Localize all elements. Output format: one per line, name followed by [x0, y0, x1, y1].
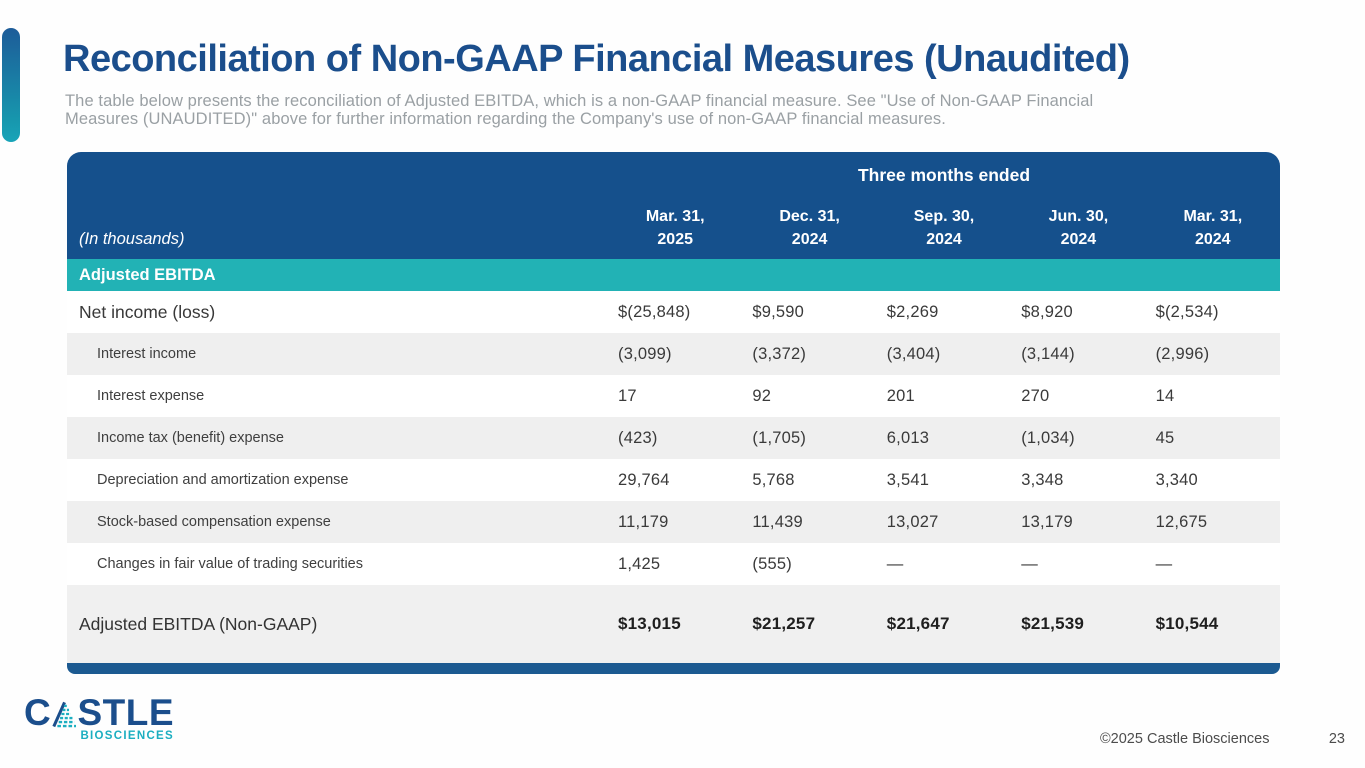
row-value: 3,348	[1021, 470, 1064, 489]
row-value: (3,144)	[1021, 344, 1075, 363]
column-header: Mar. 31, 2025	[645, 207, 705, 248]
row-value: —	[1021, 554, 1038, 573]
row-value: (423)	[618, 428, 658, 447]
table-row: Changes in fair value of trading securit…	[67, 543, 1280, 585]
row-value: 11,439	[752, 512, 803, 531]
table-row: Interest income (3,099) (3,372) (3,404) …	[67, 333, 1280, 375]
edge-accent-bar	[2, 28, 20, 142]
logo-letters-stle: STLE	[77, 692, 174, 733]
row-value: $2,269	[886, 302, 939, 321]
row-value: 13,027	[886, 512, 939, 531]
row-value: $9,590	[752, 302, 805, 321]
table-row: Net income (loss) $(25,848) $9,590 $2,26…	[67, 291, 1280, 333]
row-value: $(25,848)	[618, 302, 691, 321]
copyright-text: ©2025 Castle Biosciences	[1100, 731, 1270, 747]
table-row: Depreciation and amortization expense 29…	[67, 459, 1280, 501]
row-label: Net income (loss)	[79, 301, 216, 322]
row-value: (3,372)	[752, 344, 807, 363]
row-value: 1,425	[618, 554, 661, 573]
row-value: 6,013	[886, 428, 930, 447]
logo-letter-c: C	[24, 692, 52, 733]
row-value: 11,179	[618, 512, 669, 531]
table-row-total: Adjusted EBITDA (Non-GAAP) $13,015 $21,2…	[67, 585, 1280, 663]
row-value: $10,544	[1155, 614, 1219, 633]
row-value: —	[1155, 554, 1173, 573]
page-number: 23	[1328, 731, 1345, 747]
page-subtitle: The table below presents the reconciliat…	[65, 92, 1094, 129]
row-value: (3,099)	[618, 344, 672, 363]
table-header: Three months ended (In thousands) Mar. 3…	[67, 152, 1280, 259]
row-value: (1,034)	[1021, 428, 1075, 447]
logo-stylized-a-icon	[52, 702, 77, 728]
row-value: 201	[886, 386, 915, 405]
row-label: Stock-based compensation expense	[97, 514, 331, 530]
row-value: (1,705)	[752, 428, 807, 447]
logo-wordmark: C STLE	[24, 692, 174, 733]
row-value: $13,015	[618, 614, 681, 633]
column-header: Sep. 30, 2024	[913, 207, 975, 248]
row-value: $21,539	[1021, 614, 1085, 633]
row-label: Changes in fair value of trading securit…	[97, 556, 363, 572]
reconciliation-table: Three months ended (In thousands) Mar. 3…	[67, 152, 1280, 674]
row-value: 92	[752, 386, 772, 405]
period-span-header: Three months ended	[857, 165, 1031, 185]
row-label: Adjusted EBITDA (Non-GAAP)	[79, 613, 318, 634]
row-value: 5,768	[752, 470, 795, 489]
column-header: Dec. 31, 2024	[779, 207, 840, 248]
column-header: Mar. 31, 2024	[1183, 207, 1243, 248]
row-value: 45	[1155, 428, 1175, 447]
column-header: Jun. 30, 2024	[1048, 207, 1109, 248]
row-value: 17	[618, 386, 637, 405]
table-row: Interest expense 17 92 201 270 14	[67, 375, 1280, 417]
row-value: 270	[1021, 386, 1050, 405]
row-value: (2,996)	[1155, 344, 1210, 363]
row-value: $21,257	[752, 614, 816, 633]
row-value: 12,675	[1155, 512, 1208, 531]
row-value: $(2,534)	[1155, 302, 1219, 321]
row-value: $21,647	[886, 614, 950, 633]
footer: ©2025 Castle Biosciences 23	[1100, 731, 1345, 747]
row-value: 29,764	[618, 470, 670, 489]
column-headers: Mar. 31, 2025 Dec. 31, 2024 Sep. 30, 202…	[608, 205, 1280, 251]
units-label: (In thousands)	[79, 230, 185, 248]
table-bottom-bar	[67, 663, 1280, 674]
row-label: Depreciation and amortization expense	[97, 472, 349, 488]
row-label: Income tax (benefit) expense	[97, 430, 284, 446]
table-row: Income tax (benefit) expense (423) (1,70…	[67, 417, 1280, 459]
table-row: Stock-based compensation expense 11,179 …	[67, 501, 1280, 543]
row-label: Interest income	[97, 346, 197, 362]
row-value: 13,179	[1021, 512, 1073, 531]
section-header-adjusted-ebitda: Adjusted EBITDA	[67, 259, 1280, 291]
row-label: Interest expense	[97, 388, 205, 404]
castle-biosciences-logo: C STLE BIOSCIENCES	[24, 692, 174, 743]
row-value: 3,541	[886, 470, 930, 489]
row-value: (3,404)	[886, 344, 941, 363]
page-title: Reconciliation of Non-GAAP Financial Mea…	[63, 38, 1130, 80]
row-value: 3,340	[1155, 470, 1198, 489]
logo-tagline: BIOSCIENCES	[80, 730, 174, 743]
row-value: 14	[1155, 386, 1175, 405]
row-value: (555)	[752, 554, 792, 573]
row-value: $8,920	[1021, 302, 1073, 321]
row-value: —	[886, 554, 904, 573]
